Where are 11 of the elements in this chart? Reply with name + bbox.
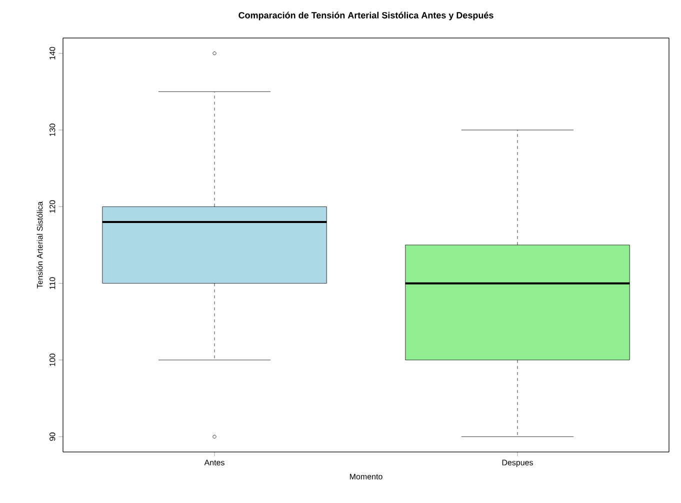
y-tick-label: 110 xyxy=(50,277,56,290)
y-tick-label: 140 xyxy=(50,46,56,60)
x-tick-label: Despues xyxy=(502,460,533,467)
y-tick-label: 130 xyxy=(50,124,56,136)
chart-title: Comparación de Tensión Arterial Sistólica Antes y Después xyxy=(238,12,494,20)
x-axis-title: Momento xyxy=(350,474,382,480)
x-tick-label: Antes xyxy=(204,460,224,466)
y-tick-label: 90 xyxy=(50,432,56,441)
y-tick-label: 100 xyxy=(50,354,56,366)
y-tick-label: 120 xyxy=(50,200,56,213)
y-axis-title: Tensión Arterial Sistólica xyxy=(36,201,43,288)
